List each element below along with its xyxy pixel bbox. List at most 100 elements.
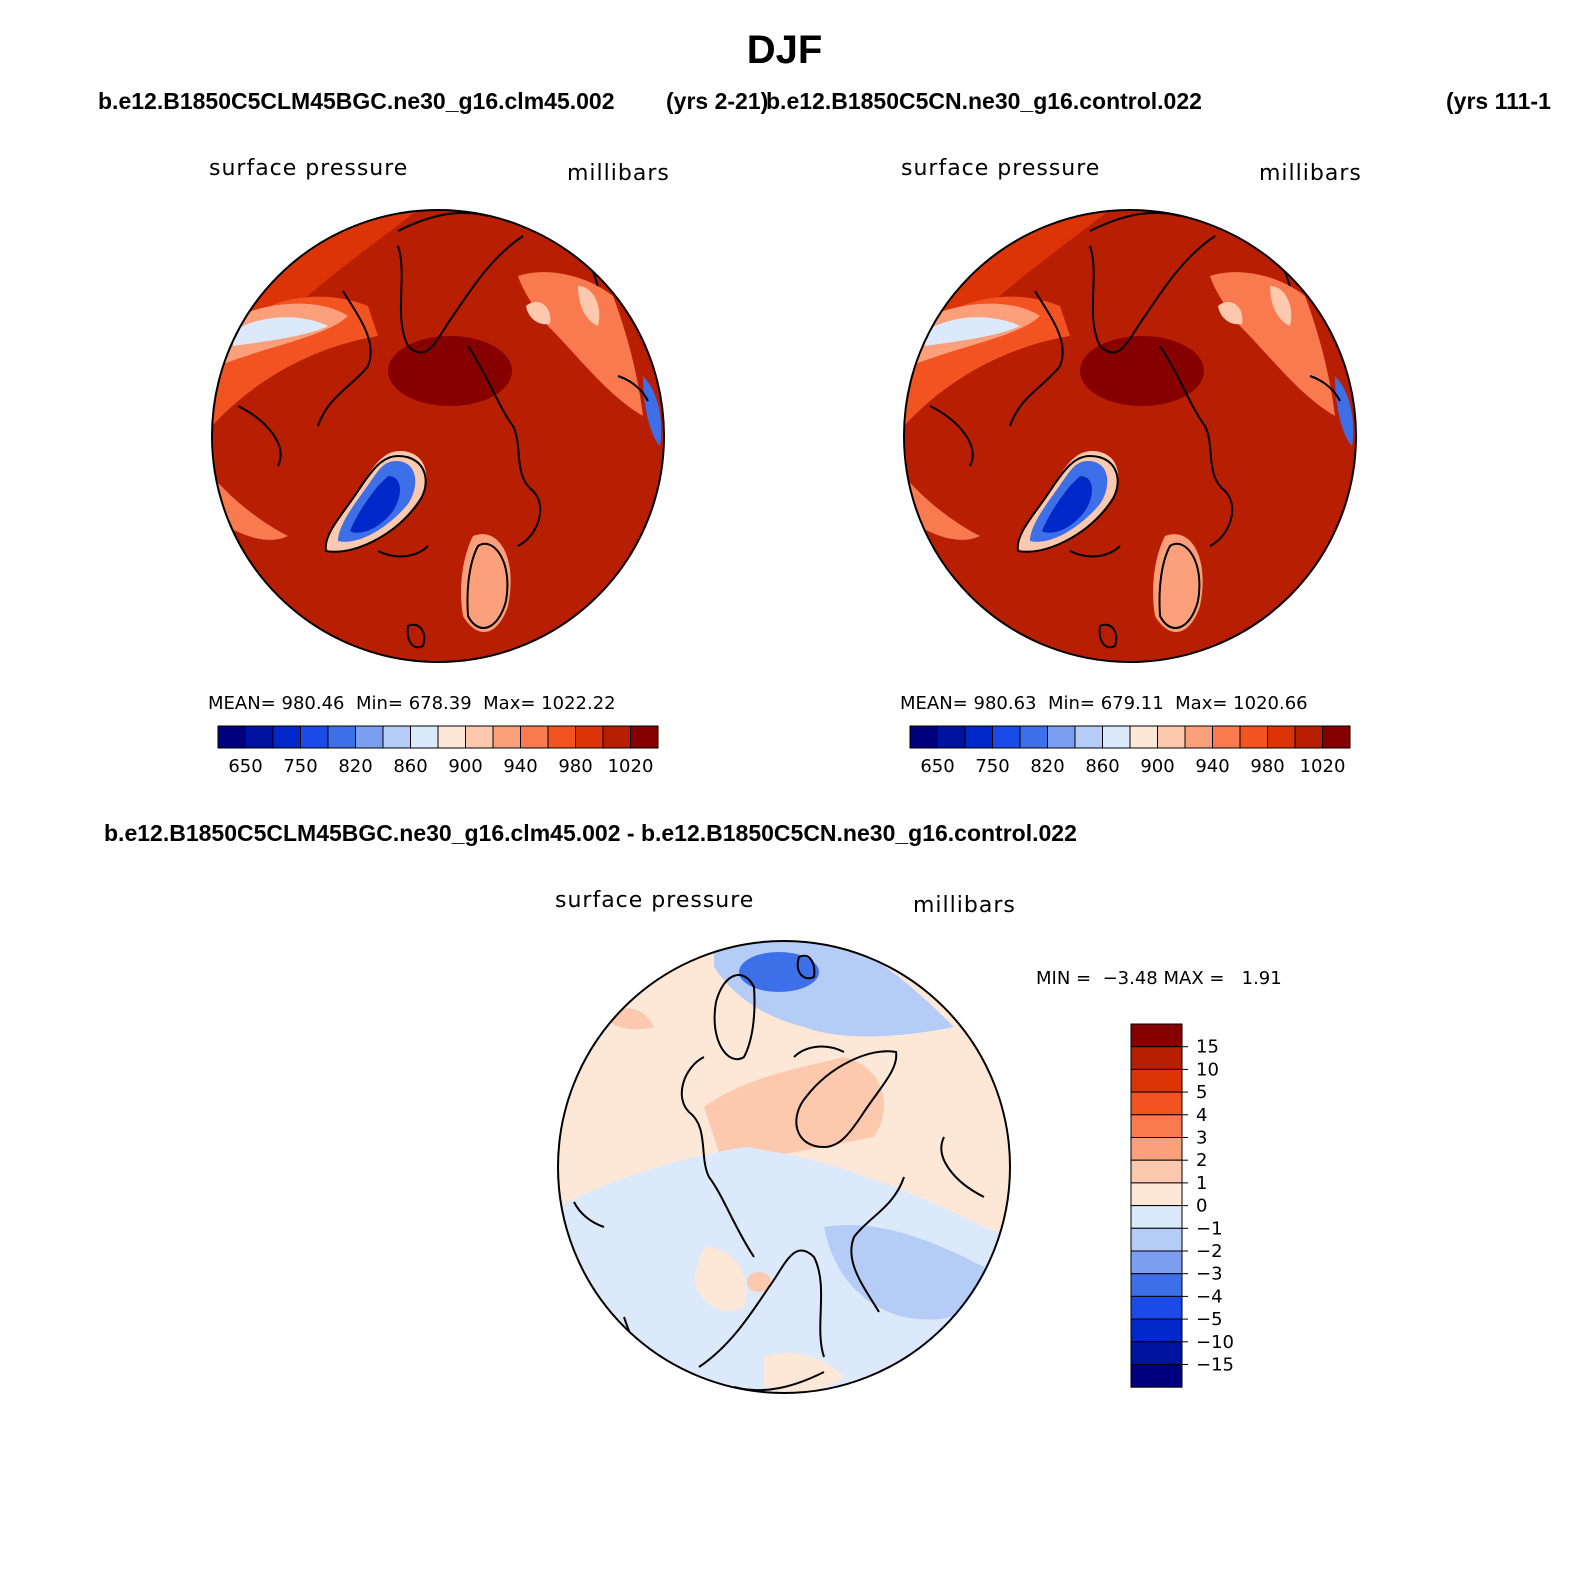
colorbar-box: [520, 725, 549, 749]
panel2-max-label: Max=: [1175, 693, 1228, 714]
colorbar-box: [937, 725, 966, 749]
colorbar-box: [1130, 1205, 1183, 1229]
panel2-mean: 980.63: [973, 693, 1037, 714]
colorbar-tick-label: 940: [503, 756, 537, 777]
colorbar-box: [602, 725, 631, 749]
panel1-units: millibars: [567, 161, 670, 186]
diff-min-label: MIN =: [1036, 968, 1092, 989]
panel2-map: [903, 209, 1357, 663]
diff-min: −3.48: [1102, 968, 1158, 989]
colorbar-tick-label: 750: [283, 756, 317, 777]
case2-title: b.e12.B1850C5CN.ne30_g16.control.022: [766, 88, 1202, 114]
colorbar-box: [1130, 1273, 1183, 1297]
colorbar-tick-label: 980: [1250, 756, 1284, 777]
colorbar-box: [382, 725, 411, 749]
colorbar-tick-label: 980: [558, 756, 592, 777]
colorbar-box: [465, 725, 494, 749]
difference-map: [557, 940, 1011, 1394]
case1-title: b.e12.B1850C5CLM45BGC.ne30_g16.clm45.002: [98, 88, 615, 114]
panel1-mean-label: MEAN=: [208, 693, 276, 714]
colorbar-tick-label: −2: [1196, 1241, 1223, 1262]
panel2-min: 679.11: [1100, 693, 1164, 714]
colorbar-tick-label: 1020: [1300, 756, 1346, 777]
panel2-colorbar: 650 750 820 860 900 940 980 1020: [909, 725, 1351, 777]
colorbar-box: [1130, 1137, 1183, 1161]
colorbar-box: [492, 725, 521, 749]
colorbar-box: [630, 725, 659, 749]
panel2-variable: surface pressure: [901, 156, 1101, 181]
colorbar-tick-label: −5: [1196, 1309, 1223, 1330]
colorbar-tick-label: 860: [1085, 756, 1119, 777]
panel1-mean: 980.46: [281, 693, 345, 714]
plot-title: DJF: [746, 28, 823, 72]
colorbar-tick-label: 820: [338, 756, 372, 777]
colorbar-box: [1130, 1068, 1183, 1093]
panel2-max: 1020.66: [1233, 693, 1308, 714]
panel2-min-label: Min=: [1047, 693, 1095, 714]
colorbar-tick-label: 1: [1196, 1173, 1207, 1194]
panel1-min-label: Min=: [355, 693, 403, 714]
diff-max: 1.91: [1241, 968, 1282, 989]
colorbar-box: [1129, 725, 1158, 749]
colorbar-tick-label: 940: [1195, 756, 1229, 777]
case2-years: (yrs 111-1: [1446, 88, 1551, 114]
colorbar-box: [1047, 725, 1076, 749]
colorbar-box: [1019, 725, 1048, 749]
panel1-variable: surface pressure: [209, 156, 409, 181]
diff-units: millibars: [913, 893, 1016, 918]
colorbar-box: [1130, 1159, 1183, 1184]
colorbar-tick-label: −3: [1196, 1264, 1223, 1285]
colorbar-box: [1184, 725, 1213, 749]
diff-stats: MIN = −3.48 MAX = 1.91: [1036, 968, 1282, 989]
colorbar-box: [1074, 725, 1103, 749]
colorbar-tick-label: 4: [1196, 1105, 1207, 1126]
colorbar-box: [1130, 1364, 1183, 1388]
colorbar-box: [1130, 1250, 1183, 1275]
colorbar-box: [1267, 725, 1296, 749]
colorbar-tick-label: −15: [1196, 1355, 1234, 1376]
colorbar-box: [575, 725, 604, 749]
diff-max-label: MAX =: [1163, 968, 1225, 989]
colorbar-box: [217, 725, 246, 749]
colorbar-tick-label: 750: [975, 756, 1009, 777]
panel1-map: [211, 209, 665, 663]
colorbar-box: [1130, 1046, 1183, 1070]
colorbar-box: [1130, 1341, 1183, 1366]
panel2-mean-label: MEAN=: [900, 693, 968, 714]
colorbar-box: [1157, 725, 1186, 749]
colorbar-tick-label: −10: [1196, 1332, 1234, 1353]
colorbar-tick-label: 1020: [608, 756, 654, 777]
colorbar-tick-label: −4: [1196, 1286, 1223, 1307]
colorbar-box: [1130, 1182, 1183, 1207]
colorbar-box: [1212, 725, 1241, 749]
panel1-colorbar: 650 750 820 860 900 940 980 1020: [217, 725, 659, 777]
colorbar-box: [1130, 1091, 1183, 1116]
panel1-min: 678.39: [408, 693, 472, 714]
colorbar-tick-label: 650: [228, 756, 262, 777]
colorbar-box: [1130, 1023, 1183, 1048]
colorbar-box: [300, 725, 329, 749]
colorbar-box: [992, 725, 1021, 749]
panel2-units: millibars: [1259, 161, 1362, 186]
colorbar-box: [245, 725, 274, 749]
panel1-max: 1022.22: [541, 693, 616, 714]
colorbar-tick-label: 860: [393, 756, 427, 777]
colorbar-box: [437, 725, 466, 749]
panel2-stats: MEAN= 980.63 Min= 679.11 Max= 1020.66: [900, 693, 1308, 714]
colorbar-box: [1130, 1295, 1183, 1320]
colorbar-box: [410, 725, 439, 749]
colorbar-box: [547, 725, 576, 749]
colorbar-tick-label: 900: [1140, 756, 1174, 777]
colorbar-tick-label: 5: [1196, 1082, 1207, 1103]
colorbar-box: [355, 725, 384, 749]
panel1-max-label: Max=: [483, 693, 536, 714]
colorbar-box: [1239, 725, 1268, 749]
colorbar-tick-label: 650: [920, 756, 954, 777]
colorbar-tick-label: 2: [1196, 1150, 1207, 1171]
colorbar-tick-label: 15: [1196, 1037, 1219, 1058]
colorbar-box: [1322, 725, 1351, 749]
colorbar-box: [1294, 725, 1323, 749]
colorbar-tick-label: 10: [1196, 1059, 1219, 1080]
